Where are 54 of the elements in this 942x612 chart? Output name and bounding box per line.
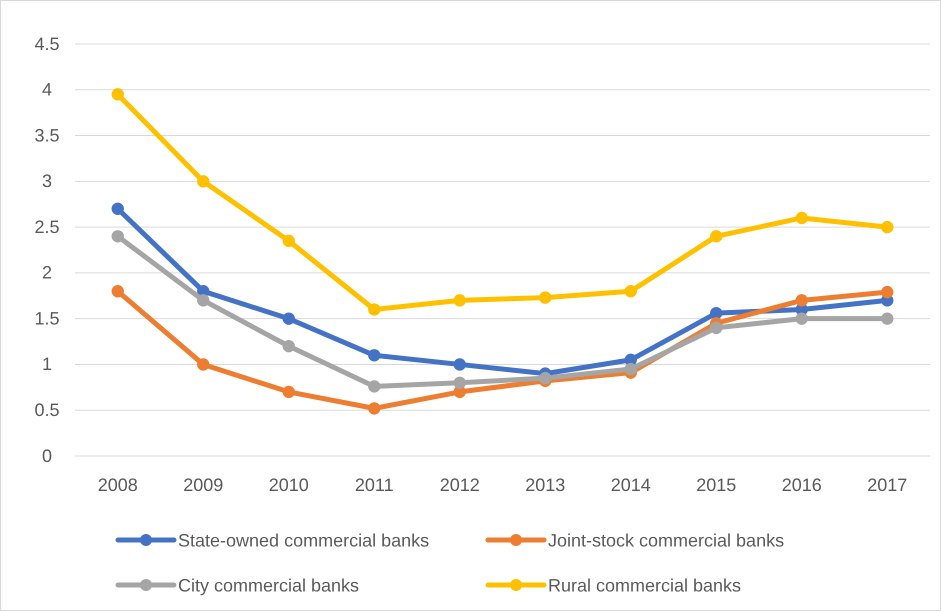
x-tick-label: 2008	[98, 474, 138, 495]
y-tick-label: 2	[42, 262, 52, 283]
point	[796, 294, 808, 307]
y-tick-label: 4	[42, 80, 52, 100]
x-tick-label: 2013	[525, 474, 566, 495]
legend-label: Joint-stock commercial banks	[548, 530, 784, 550]
point	[539, 291, 552, 304]
point	[454, 358, 466, 371]
x-tick-label: 2012	[440, 474, 480, 495]
point	[112, 285, 124, 298]
x-tick-label: 2016	[782, 474, 822, 495]
point	[282, 312, 295, 325]
point	[881, 286, 894, 298]
point	[197, 358, 210, 371]
x-tick-label: 2011	[354, 474, 394, 495]
point	[454, 376, 466, 389]
point	[282, 234, 295, 248]
point	[197, 175, 210, 188]
y-tick-label: 0	[42, 446, 52, 466]
point	[796, 212, 808, 224]
point	[112, 230, 124, 242]
y-tick-label: 3.5	[34, 125, 60, 146]
y-tick-label: 4.5	[34, 34, 60, 54]
point	[368, 380, 380, 393]
y-tick-label: 1.5	[34, 308, 60, 328]
point	[112, 88, 124, 101]
point	[368, 402, 380, 415]
point	[624, 362, 637, 376]
point	[282, 386, 295, 398]
y-tick-label: 0.5	[34, 400, 60, 420]
point	[624, 285, 637, 298]
point	[710, 322, 722, 334]
y-tick-label: 2.5	[34, 216, 60, 237]
point	[881, 312, 894, 325]
x-tick-label: 2015	[696, 474, 736, 495]
point	[282, 340, 295, 352]
legend-label: State-owned commercial banks	[178, 530, 430, 550]
point	[454, 294, 466, 307]
x-tick-label: 2009	[183, 474, 224, 495]
point	[197, 294, 210, 307]
x-tick-label: 2014	[610, 474, 651, 495]
point	[710, 230, 722, 242]
point	[539, 372, 552, 384]
legend-label: Rural commercial banks	[548, 575, 742, 596]
y-tick-label: 1	[42, 354, 52, 374]
point	[881, 220, 894, 234]
x-tick-label: 2017	[867, 474, 908, 495]
point	[368, 349, 380, 362]
x-tick-label: 2010	[268, 474, 309, 495]
legend-label: City commercial banks	[178, 575, 360, 596]
point	[368, 303, 380, 316]
point	[796, 312, 808, 325]
y-tick-label: 3	[42, 171, 52, 192]
point	[112, 202, 124, 215]
